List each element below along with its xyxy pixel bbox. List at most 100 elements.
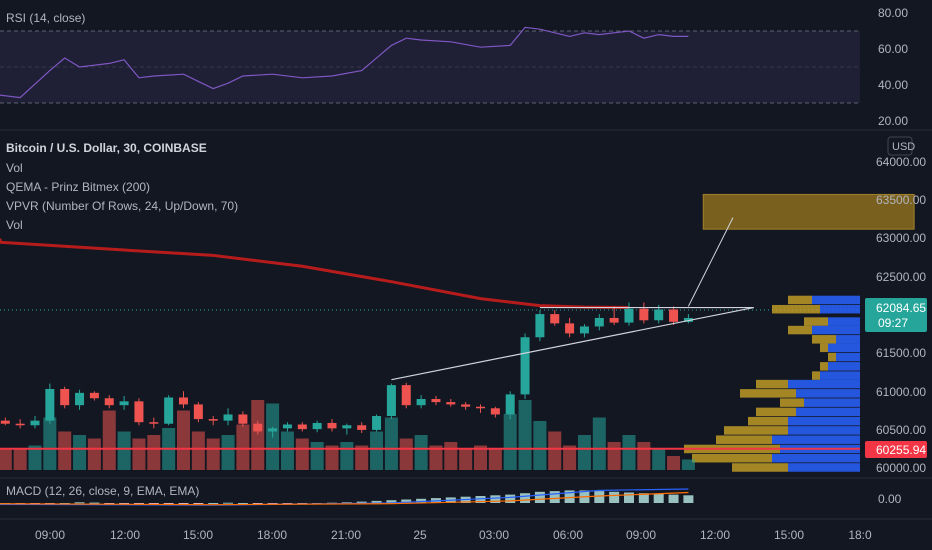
vpvr-up-row [788, 416, 860, 426]
volume-bar [652, 449, 666, 470]
vpvr-down-row [732, 463, 788, 472]
candle-body [520, 337, 530, 395]
candle-body [297, 424, 307, 430]
target-projection-line[interactable] [687, 217, 734, 307]
macd-hist-bar [594, 491, 605, 503]
candle-body [164, 397, 174, 424]
vpvr-down-row [788, 325, 812, 335]
volume-bar [444, 442, 458, 470]
candle-body [30, 420, 40, 426]
volume-bar [280, 431, 294, 470]
volume-bar [73, 435, 87, 470]
time-axis[interactable]: 09:00 12:00 15:00 18:00 21:00 25 03:00 06:00 09:… [35, 528, 872, 542]
volume-bar [355, 445, 369, 470]
volume-bar [414, 435, 428, 470]
price-pane[interactable]: Bitcoin / U.S. Dollar, 30, COINBASE Vol … [0, 136, 927, 475]
vpvr-down-row [780, 398, 804, 407]
symbol-title[interactable]: Bitcoin / U.S. Dollar, 30, COINBASE [6, 141, 207, 155]
time-tick-label: 12:00 [110, 528, 140, 542]
macd-hist-bar [148, 503, 159, 505]
macd-hist-bar [653, 493, 664, 503]
macd-hist-bar [609, 491, 620, 503]
candle-body [401, 385, 411, 406]
macd-hist-bar [252, 503, 263, 504]
macd-hist-bar [356, 501, 367, 503]
macd-hist-bar [401, 499, 412, 503]
candle-body [15, 423, 25, 426]
candle-body [0, 420, 10, 424]
macd-pane[interactable]: MACD (12, 26, close, 9, EMA, EMA) 0.00 [0, 484, 902, 506]
rsi-tick-40: 40.00 [878, 78, 908, 92]
qema-line [0, 238, 630, 310]
vpvr-up-row [772, 435, 860, 444]
price-tick-63000: 63000.00 [876, 231, 926, 245]
macd-hist-bar [74, 502, 85, 504]
candle-body [624, 308, 634, 323]
legend-vpvr[interactable]: VPVR (Number Of Rows, 24, Up/Down, 70) [6, 199, 238, 213]
target-box-drawing[interactable] [702, 193, 915, 230]
volume-bar [681, 459, 695, 470]
price-tick-63500: 63500.00 [876, 193, 926, 207]
candle-body [104, 398, 114, 406]
price-tick-62500: 62500.00 [876, 270, 926, 284]
candle-body [550, 314, 560, 324]
candle-body [579, 326, 589, 334]
candle-body [565, 323, 575, 334]
candle-body [535, 314, 545, 338]
lower-trendline[interactable] [391, 306, 754, 381]
volume-bar [577, 435, 591, 470]
macd-hist-bar [282, 503, 293, 504]
vpvr-down-row [740, 389, 796, 398]
time-tick-label: 03:00 [479, 528, 509, 542]
volume-bar [0, 449, 12, 470]
candle-body [594, 317, 604, 327]
vpvr-up-row [804, 398, 860, 407]
time-tick-label: 06:00 [553, 528, 583, 542]
volume-bar [132, 438, 146, 470]
candle-body [490, 408, 500, 415]
volume-bar [340, 442, 354, 470]
vpvr-down-row [820, 362, 828, 371]
legend-vol-2[interactable]: Vol [6, 218, 23, 232]
candle-body [193, 404, 203, 420]
vpvr-up-row [820, 371, 860, 380]
volume-bar [370, 431, 384, 470]
vpvr-up-row [788, 426, 860, 435]
vpvr-up-row [828, 317, 860, 326]
vpvr-down-row [716, 435, 772, 444]
vpvr-up-row [772, 453, 860, 463]
vpvr-down-row [756, 379, 788, 389]
volume-bar [325, 445, 339, 470]
volume-bar [637, 442, 651, 470]
macd-hist-bar [624, 492, 634, 503]
macd-hist-bar [416, 498, 427, 503]
time-tick-label: 25 [413, 528, 427, 542]
macd-hist-bar [520, 493, 531, 503]
macd-hist-bar [386, 500, 397, 503]
candle-body [386, 385, 396, 417]
macd-hist-bar [564, 490, 575, 503]
macd-hist-bar [119, 503, 130, 504]
price-tick-61500: 61500.00 [876, 346, 926, 360]
currency-button[interactable] [887, 136, 913, 156]
macd-hist-bar [178, 503, 189, 504]
vpvr-down-row [756, 407, 796, 417]
vpvr-down-row [828, 352, 836, 362]
time-tick-label: 15:00 [774, 528, 804, 542]
macd-hist-bar [505, 494, 516, 503]
volume-bar [221, 435, 235, 470]
rsi-pane[interactable]: RSI (14, close) 80.00 60.00 40.00 20.00 [0, 6, 908, 128]
candle-body [461, 404, 471, 407]
volume-bar [563, 445, 577, 470]
candle-body [282, 424, 292, 429]
candle-body [669, 309, 679, 322]
vpvr-up-row [836, 352, 860, 362]
candle-body [179, 397, 188, 405]
candle-body [446, 402, 456, 405]
macd-hist-bar [534, 491, 545, 503]
legend-qema[interactable]: QEMA - Prinz Bitmex (200) [6, 180, 150, 194]
rsi-tick-60: 60.00 [878, 42, 908, 56]
rsi-title: RSI (14, close) [6, 11, 85, 25]
legend-vol[interactable]: Vol [6, 161, 23, 175]
